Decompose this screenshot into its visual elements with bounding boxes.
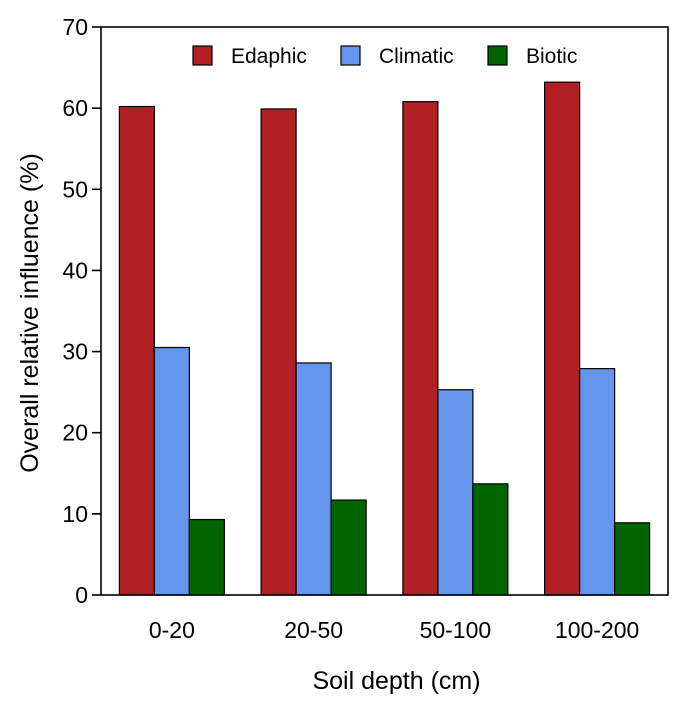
legend-label-edaphic: Edaphic bbox=[231, 45, 307, 68]
bar-climatic-50-100 bbox=[437, 389, 474, 596]
bar-edaphic-20-50 bbox=[260, 108, 297, 596]
bar-biotic-0-20 bbox=[188, 518, 225, 596]
x-tick-label: 0-20 bbox=[149, 617, 195, 643]
legend-swatch-climatic bbox=[340, 45, 361, 66]
bar-climatic-20-50 bbox=[295, 362, 332, 596]
y-axis-title: Overall relative influence (%) bbox=[16, 153, 44, 473]
y-tick-label: 0 bbox=[75, 582, 88, 608]
x-tick-label: 50-100 bbox=[420, 617, 492, 643]
bar-edaphic-50-100 bbox=[402, 101, 439, 596]
bar-biotic-50-100 bbox=[472, 483, 509, 596]
y-tick-label: 70 bbox=[62, 14, 88, 40]
legend-swatch-biotic bbox=[487, 45, 508, 66]
x-axis: 0-20 20-50 50-100 100-200 bbox=[149, 617, 639, 643]
bar-biotic-20-50 bbox=[330, 499, 367, 596]
y-tick-label: 50 bbox=[62, 176, 88, 202]
legend-label-biotic: Biotic bbox=[526, 45, 577, 68]
bar-climatic-0-20 bbox=[153, 346, 190, 596]
y-tick-label: 30 bbox=[62, 339, 88, 365]
bar-biotic-100-200 bbox=[614, 522, 651, 596]
bar-edaphic-0-20 bbox=[118, 105, 155, 596]
y-tick-label: 20 bbox=[62, 420, 88, 446]
legend-swatch-edaphic bbox=[192, 45, 213, 66]
legend-label-climatic: Climatic bbox=[379, 45, 454, 68]
y-tick-label: 10 bbox=[62, 501, 88, 527]
bars-layer bbox=[118, 81, 651, 596]
y-tick-label: 60 bbox=[62, 95, 88, 121]
bar-climatic-100-200 bbox=[579, 368, 616, 596]
x-tick-label: 20-50 bbox=[284, 617, 343, 643]
y-axis: 0 10 20 30 40 50 60 70 bbox=[62, 14, 101, 608]
x-axis-title: Soil depth (cm) bbox=[312, 667, 480, 695]
plot-frame bbox=[100, 26, 669, 596]
legend: Edaphic Climatic Biotic bbox=[192, 45, 577, 68]
y-tick-label: 40 bbox=[62, 257, 88, 283]
x-tick-label: 100-200 bbox=[555, 617, 639, 643]
bar-edaphic-100-200 bbox=[544, 81, 581, 596]
